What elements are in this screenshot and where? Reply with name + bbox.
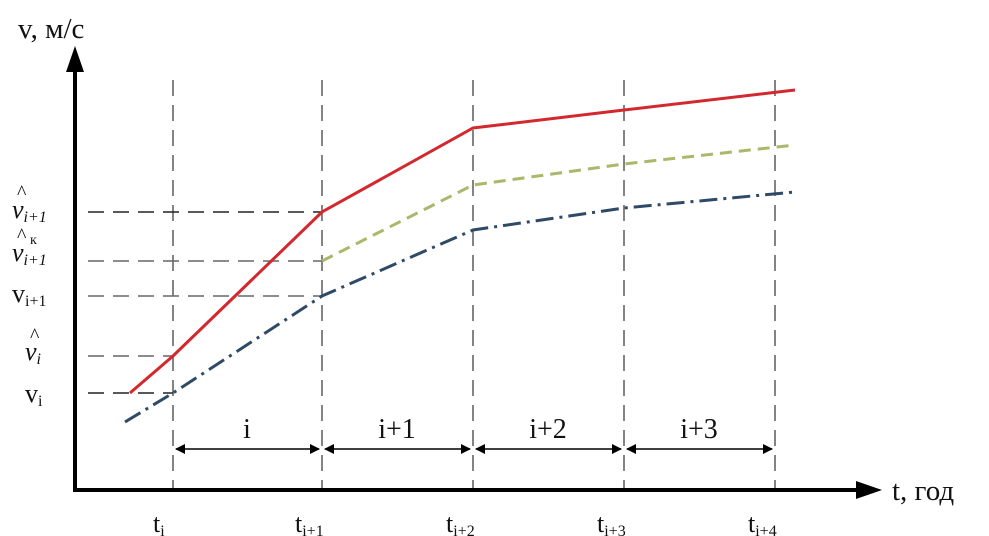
green-dashed-curve bbox=[321, 143, 796, 263]
x-tick-ti2: ti+2 bbox=[446, 509, 475, 536]
y-label-vhat-i: vi bbox=[25, 337, 41, 368]
red-solid-curve bbox=[129, 88, 796, 395]
y-label-vhatk-i1: vi+1 bbox=[12, 238, 47, 269]
y-label-vhatk-i1-k: к bbox=[30, 233, 37, 248]
y-label-vhat-i1-hat: ^ bbox=[17, 182, 27, 204]
y-label-vhatk-i1-hat: ^ bbox=[17, 225, 27, 247]
x-tick-ti3: ti+3 bbox=[597, 509, 626, 536]
y-label-vhat-i-hat: ^ bbox=[30, 325, 40, 347]
interval-label-i3: i+3 bbox=[680, 414, 718, 445]
interval-label-i1: i+1 bbox=[378, 414, 416, 445]
blue-dashdot-curve bbox=[124, 190, 796, 424]
x-tick-ti1: ti+1 bbox=[295, 509, 324, 536]
interval-label-i2: i+2 bbox=[529, 414, 567, 445]
y-label-v-i: vi bbox=[25, 379, 43, 410]
x-tick-ti: ti bbox=[153, 509, 165, 536]
y-axis-arrowhead bbox=[66, 46, 84, 72]
interval-label-i: i bbox=[243, 414, 251, 445]
y-axis-label: v, м/с bbox=[18, 13, 84, 45]
x-tick-ti4: ti+4 bbox=[748, 509, 777, 536]
x-axis-arrowhead bbox=[856, 481, 882, 499]
x-axis-label: t, год bbox=[892, 475, 954, 507]
y-label-v-i1: vi+1 bbox=[12, 279, 46, 310]
y-label-vhat-i1: vi+1 bbox=[12, 195, 47, 226]
